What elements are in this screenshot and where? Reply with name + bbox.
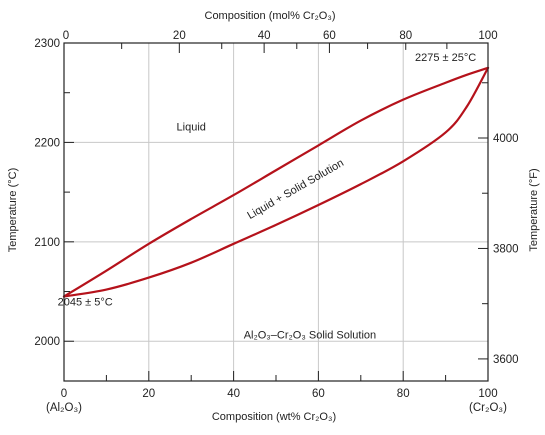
y-tick-label: 2200 bbox=[34, 137, 60, 149]
label-background bbox=[404, 49, 487, 65]
top-tick-label: 80 bbox=[399, 30, 412, 42]
y-tick-label: 2000 bbox=[34, 336, 60, 348]
x-tick-label: 40 bbox=[227, 388, 240, 400]
two-phase-region-label: Liquid + Solid Solution bbox=[245, 157, 346, 222]
top-axis-label: Composition (mol% Cr₂O₃) bbox=[205, 10, 336, 22]
top-tick-label: 20 bbox=[173, 30, 186, 42]
axis-ticks: 0 20 40 60 80 100 0 20 40 60 80 100 2000 2100 2200 2300… bbox=[34, 30, 518, 400]
x-tick-label: 80 bbox=[397, 388, 410, 400]
top-tick-label: 60 bbox=[323, 30, 336, 42]
liquidus-line bbox=[62, 66, 490, 298]
y-tick-label: 2100 bbox=[34, 237, 60, 249]
right-tick-label: 3800 bbox=[493, 243, 519, 255]
top-tick-label: 40 bbox=[258, 30, 271, 42]
y-tick-label: 2300 bbox=[34, 38, 60, 50]
bottom-axis-label: Composition (wt% Cr₂O₃) bbox=[212, 411, 336, 423]
x-end-label-right: (Cr₂O₃) bbox=[469, 402, 507, 414]
melting-point-al2o3-label: 2045 ± 5°C bbox=[58, 296, 113, 308]
right-tick-label: 4000 bbox=[493, 133, 519, 145]
liquid-region-label: Liquid bbox=[177, 121, 206, 133]
solid-solution-region-label: Al₂O₃–Cr₂O₃ Solid Solution bbox=[244, 329, 376, 341]
x-end-label-left: (Al₂O₃) bbox=[46, 402, 82, 414]
top-tick-label: 100 bbox=[478, 30, 497, 42]
solidus-line bbox=[62, 66, 490, 298]
top-tick-label: 0 bbox=[63, 30, 69, 42]
phase-boundaries bbox=[62, 66, 490, 298]
x-tick-label: 100 bbox=[478, 388, 497, 400]
x-tick-label: 20 bbox=[142, 388, 155, 400]
x-tick-label: 0 bbox=[61, 388, 67, 400]
melting-point-cr2o3-label: 2275 ± 25°C bbox=[415, 52, 476, 64]
left-axis-label: Temperature (°C) bbox=[7, 168, 19, 252]
x-tick-label: 60 bbox=[312, 388, 325, 400]
labels: Composition (mol% Cr₂O₃) Composition (wt… bbox=[7, 10, 540, 423]
annotations: Liquid Liquid + Solid Solution Al₂O₃–Cr₂O₃… bbox=[58, 49, 487, 341]
right-axis-label: Temperature (°F) bbox=[528, 168, 540, 251]
right-tick-label: 3600 bbox=[493, 354, 519, 366]
